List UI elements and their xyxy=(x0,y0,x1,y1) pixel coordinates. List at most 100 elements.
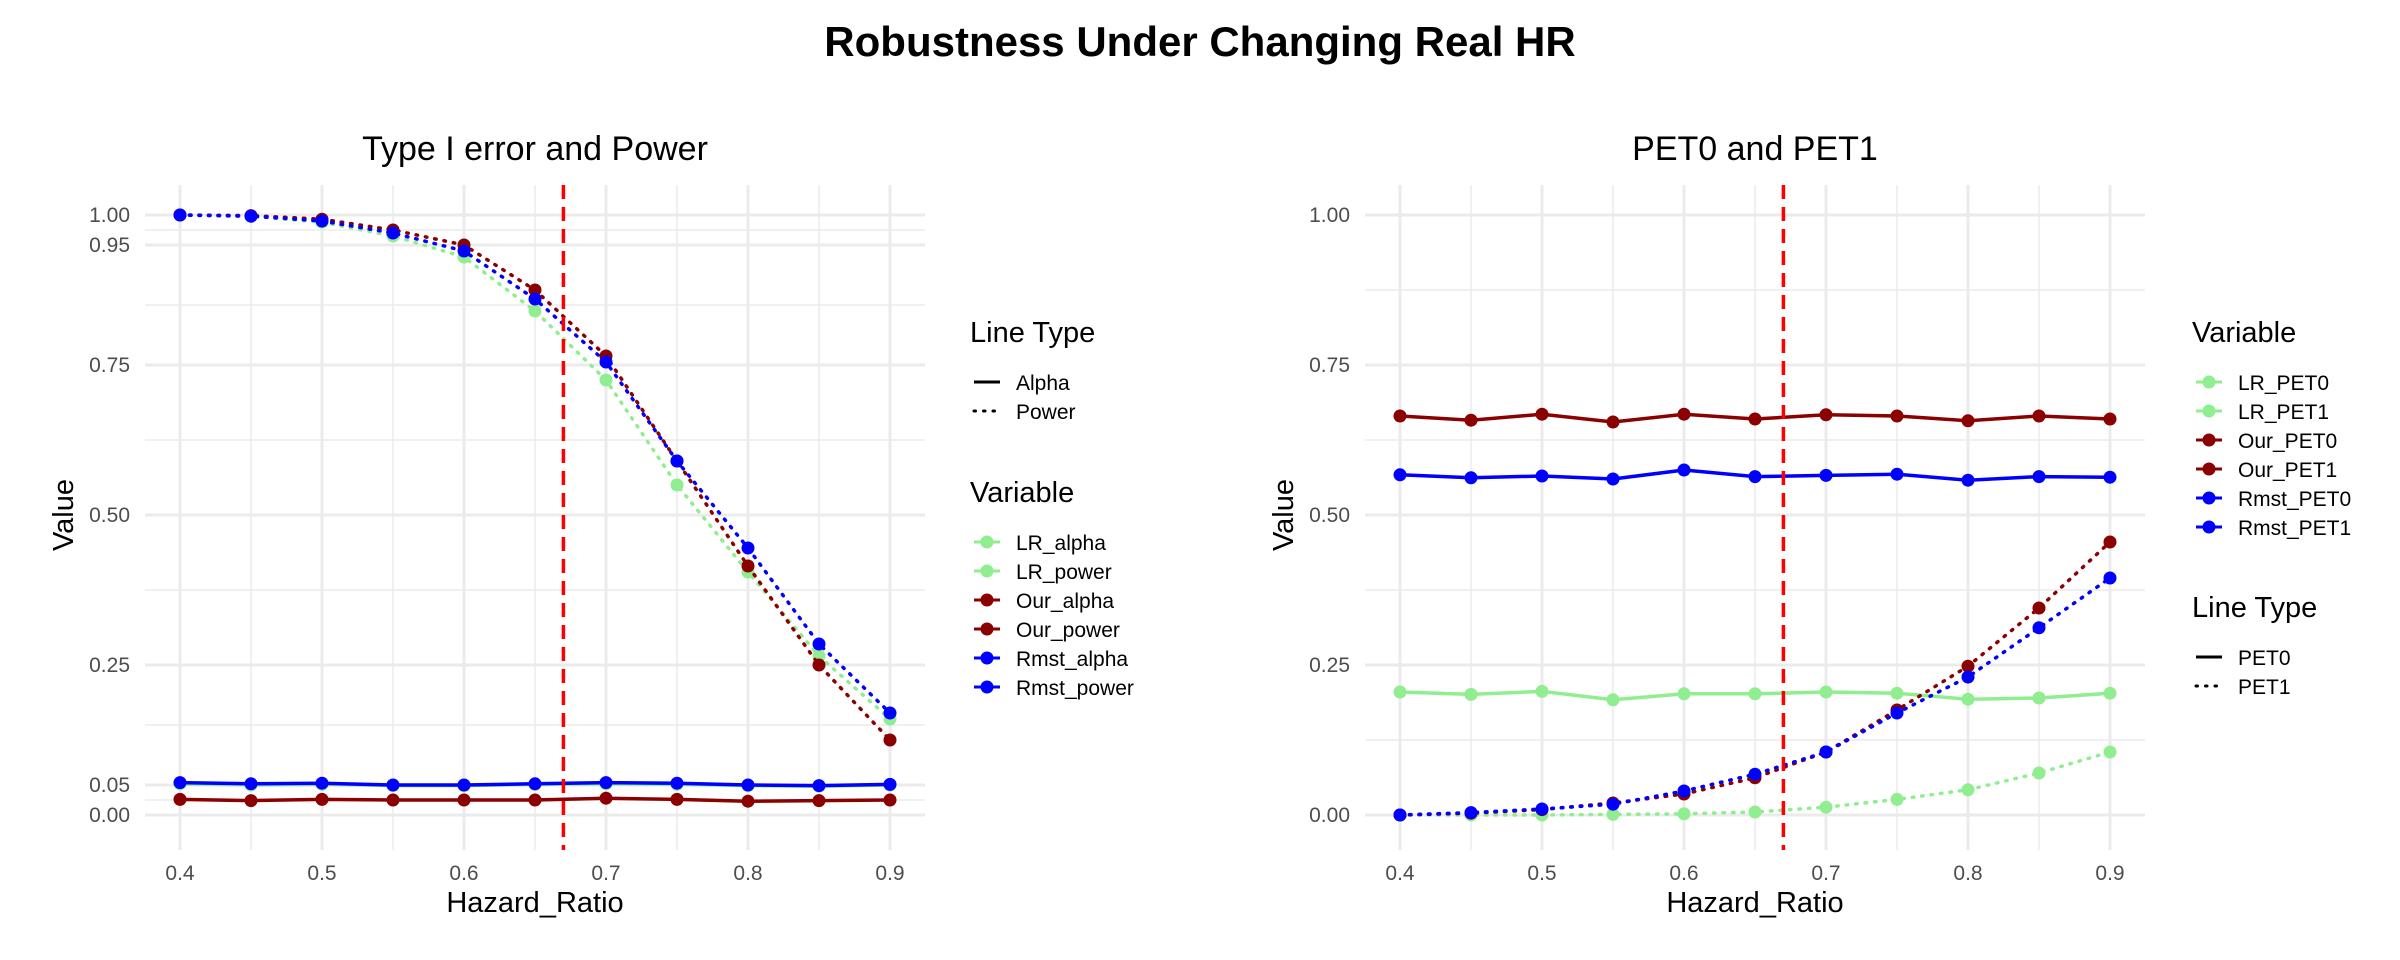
y-tick-label: 0.25 xyxy=(1309,654,1350,677)
point-Rmst_power xyxy=(670,454,684,468)
point-Rmst_power xyxy=(173,208,187,222)
point-LR_PET0 xyxy=(1464,687,1478,701)
legend-title: Variable xyxy=(970,477,1074,509)
point-Our_alpha xyxy=(457,793,471,807)
point-Our_PET0 xyxy=(1535,407,1549,421)
point-LR_PET1 xyxy=(2103,745,2117,759)
point-LR_PET0 xyxy=(1393,685,1407,699)
point-Our_PET0 xyxy=(2103,412,2117,426)
point-Rmst_alpha xyxy=(244,777,258,791)
y-tick-label: 0.25 xyxy=(89,654,130,677)
point-LR_PET1 xyxy=(1890,792,1904,806)
point-Rmst_power xyxy=(883,706,897,720)
point-Rmst_PET0 xyxy=(1606,472,1620,486)
point-Rmst_alpha xyxy=(670,776,684,790)
legend-item-label: LR_alpha xyxy=(1016,532,1106,555)
point-LR_PET1 xyxy=(1961,783,1975,797)
y-tick-label: 1.00 xyxy=(89,204,130,227)
point-Our_PET0 xyxy=(1606,415,1620,429)
x-tick-label: 0.4 xyxy=(165,862,195,885)
point-Our_alpha xyxy=(812,794,826,808)
y-tick-label: 0.75 xyxy=(1309,354,1350,377)
legend-item-label: LR_power xyxy=(1016,561,1112,584)
point-Our_PET0 xyxy=(1677,407,1691,421)
point-Rmst_alpha xyxy=(812,779,826,793)
legend-item-label: Power xyxy=(1016,401,1076,424)
point-LR_PET0 xyxy=(1677,687,1691,701)
y-tick-label: 1.00 xyxy=(1309,204,1350,227)
series-line-Our_PET1 xyxy=(1398,540,2112,817)
point-Our_power xyxy=(812,658,826,672)
point-Rmst_PET0 xyxy=(2032,470,2046,484)
legend-title: Line Type xyxy=(2192,592,2317,624)
legend-item-label: Alpha xyxy=(1016,372,1070,395)
point-LR_PET1 xyxy=(2032,766,2046,780)
figure-title: Robustness Under Changing Real HR xyxy=(824,18,1576,65)
legend-key-point xyxy=(980,680,994,694)
legend-item-label: Rmst_alpha xyxy=(1016,648,1128,671)
point-Our_alpha xyxy=(741,794,755,808)
legend-item-label: Our_PET1 xyxy=(2238,459,2337,482)
legend-item-label: Our_power xyxy=(1016,619,1120,642)
point-Rmst_PET0 xyxy=(1748,470,1762,484)
legend-item-label: LR_PET1 xyxy=(2238,401,2329,424)
y-tick-label: 0.00 xyxy=(89,804,130,827)
legend-key-point xyxy=(2202,404,2216,418)
panel-title: PET0 and PET1 xyxy=(1632,130,1878,168)
point-Rmst_PET1 xyxy=(2103,571,2117,585)
legend-item-label: PET0 xyxy=(2238,647,2291,670)
point-Our_PET0 xyxy=(1393,409,1407,423)
point-LR_PET1 xyxy=(1677,807,1691,821)
point-LR_PET0 xyxy=(1606,693,1620,707)
x-tick-label: 0.4 xyxy=(1385,862,1415,885)
point-Our_PET0 xyxy=(1819,408,1833,422)
point-Rmst_PET1 xyxy=(1677,784,1691,798)
point-Rmst_alpha xyxy=(528,777,542,791)
point-LR_PET0 xyxy=(1748,687,1762,701)
point-Our_PET0 xyxy=(1748,412,1762,426)
legend-key-point xyxy=(980,593,994,607)
point-Rmst_PET1 xyxy=(1748,767,1762,781)
x-axis-label: Hazard_Ratio xyxy=(1666,887,1843,919)
point-Our_PET0 xyxy=(1890,409,1904,423)
point-LR_PET0 xyxy=(2103,686,2117,700)
legend-key-point xyxy=(980,651,994,665)
point-LR_PET0 xyxy=(1535,684,1549,698)
point-Rmst_power xyxy=(244,209,258,223)
legend-item-label: Our_PET0 xyxy=(2238,430,2337,453)
point-Rmst_power xyxy=(812,637,826,651)
point-Rmst_alpha xyxy=(599,776,613,790)
point-Rmst_PET0 xyxy=(1393,468,1407,482)
y-tick-label: 0.95 xyxy=(89,234,130,257)
legend-key-point xyxy=(980,535,994,549)
point-Rmst_PET1 xyxy=(1890,706,1904,720)
point-Our_alpha xyxy=(315,792,329,806)
point-Rmst_PET0 xyxy=(1890,467,1904,481)
point-Our_alpha xyxy=(386,793,400,807)
point-Our_PET0 xyxy=(1464,413,1478,427)
point-Our_PET0 xyxy=(1961,414,1975,428)
point-Rmst_power xyxy=(599,355,613,369)
point-Our_power xyxy=(883,733,897,747)
legend-item-label: PET1 xyxy=(2238,676,2291,699)
legend-key-point xyxy=(2202,491,2216,505)
point-Rmst_PET0 xyxy=(1677,463,1691,477)
legend-item-label: Rmst_PET1 xyxy=(2238,517,2351,540)
x-tick-label: 0.5 xyxy=(307,862,336,885)
point-LR_PET1 xyxy=(1748,805,1762,819)
point-Rmst_power xyxy=(386,226,400,240)
point-Our_PET1 xyxy=(2103,535,2117,549)
x-tick-label: 0.7 xyxy=(591,862,620,885)
point-Rmst_power xyxy=(457,244,471,258)
point-Rmst_alpha xyxy=(315,776,329,790)
point-LR_PET0 xyxy=(1890,686,1904,700)
legend-key-point xyxy=(2202,375,2216,389)
x-tick-label: 0.6 xyxy=(1669,862,1698,885)
point-Our_power xyxy=(528,283,542,297)
point-Rmst_PET1 xyxy=(1961,670,1975,684)
x-tick-label: 0.5 xyxy=(1527,862,1556,885)
legend-key-point xyxy=(980,564,994,578)
y-tick-label: 0.50 xyxy=(89,504,130,527)
